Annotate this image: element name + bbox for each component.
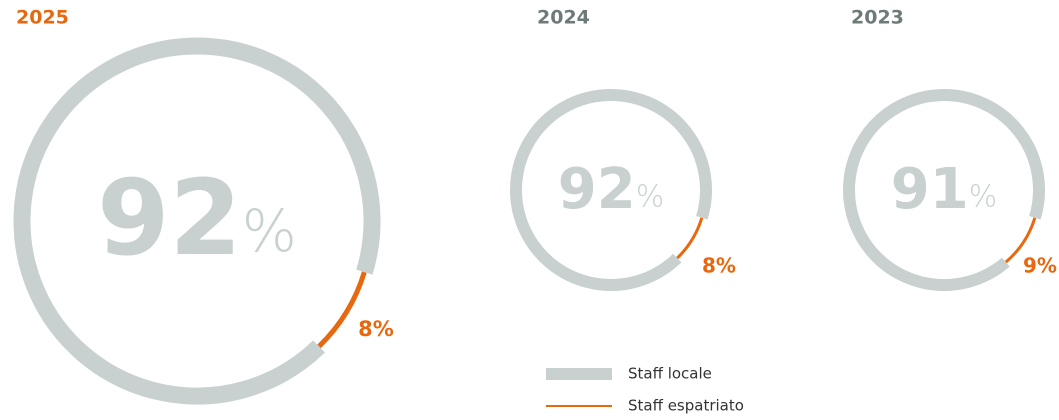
donut-segment bbox=[317, 271, 367, 349]
donut-segment bbox=[676, 217, 704, 260]
center-label: 92% bbox=[558, 157, 664, 222]
center-unit: % bbox=[636, 179, 665, 214]
center-unit: % bbox=[969, 179, 998, 214]
center-value: 92 bbox=[558, 157, 636, 222]
donut-segment bbox=[843, 89, 1045, 291]
segment-label: 9% bbox=[1023, 254, 1057, 278]
chart-title: 2025 bbox=[16, 7, 69, 29]
center-label: 91% bbox=[891, 157, 997, 222]
legend-swatch bbox=[546, 368, 612, 380]
legend-label: Staff locale bbox=[628, 365, 712, 383]
chart-title: 2024 bbox=[537, 7, 590, 29]
chart-title: 2023 bbox=[851, 7, 904, 29]
segment-label: 8% bbox=[358, 317, 394, 341]
donut-segment bbox=[1004, 217, 1037, 264]
center-unit: % bbox=[242, 197, 297, 265]
legend-label: Staff espatriato bbox=[628, 397, 744, 415]
center-value: 91 bbox=[891, 157, 969, 222]
donut-segment bbox=[13, 37, 381, 405]
donut-segment bbox=[510, 89, 712, 291]
center-label: 92% bbox=[97, 158, 297, 280]
center-value: 92 bbox=[97, 158, 242, 280]
segment-label: 8% bbox=[702, 254, 736, 278]
